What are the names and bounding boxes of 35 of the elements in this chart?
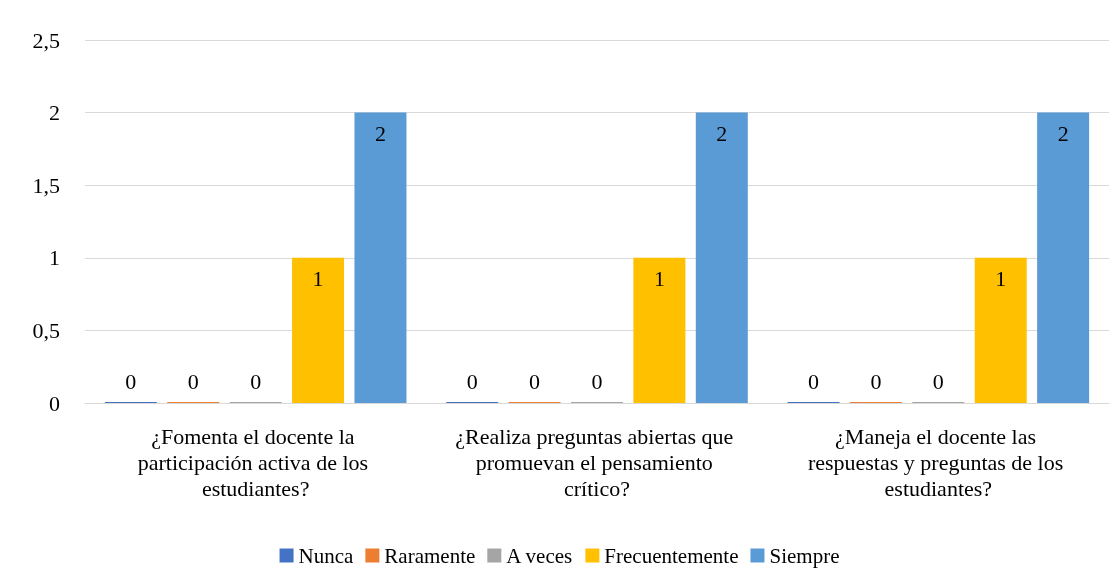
data-label: 2 [716,121,728,147]
data-label: 0 [870,368,882,394]
data-label: 0 [591,368,603,394]
data-label: 0 [187,368,199,394]
x-tick-label: ¿Realiza preguntas abiertas que promuevan el pensamiento crítico? [455,423,739,501]
legend-label: Frecuentemente [604,543,739,568]
y-tick-label: 1,5 [32,172,60,198]
bar [695,112,748,403]
y-tick-label: 1 [49,245,60,271]
data-label: 2 [1057,121,1069,147]
legend-label: Siempre [769,543,840,568]
y-tick-label: 2,5 [32,27,60,53]
bar [974,257,1027,403]
data-label: 2 [374,121,386,147]
data-label: 0 [250,368,262,394]
data-label: 0 [932,368,944,394]
bar [633,257,686,403]
bar [1037,112,1090,403]
legend-label: Nunca [298,543,355,568]
bar [354,112,407,403]
y-tick-label: 2 [49,100,60,126]
data-label: 1 [653,266,665,292]
data-label: 0 [808,368,820,394]
x-tick-label: ¿Maneja el docente las respuestas y preguntas de los estudiantes? [807,423,1069,501]
legend-label: Raramente [384,543,476,568]
x-tick-label: ¿Fomenta el docente la participación activa de los estudiantes? [137,423,374,501]
data-label: 1 [995,266,1007,292]
data-label: 1 [312,266,324,292]
bar [292,257,345,403]
legend-label: A veces [506,543,573,568]
data-label: 0 [125,368,137,394]
data-label: 0 [466,368,478,394]
data-label: 0 [529,368,541,394]
y-tick-label: 0,5 [32,317,60,343]
y-tick-label: 0 [49,390,60,416]
